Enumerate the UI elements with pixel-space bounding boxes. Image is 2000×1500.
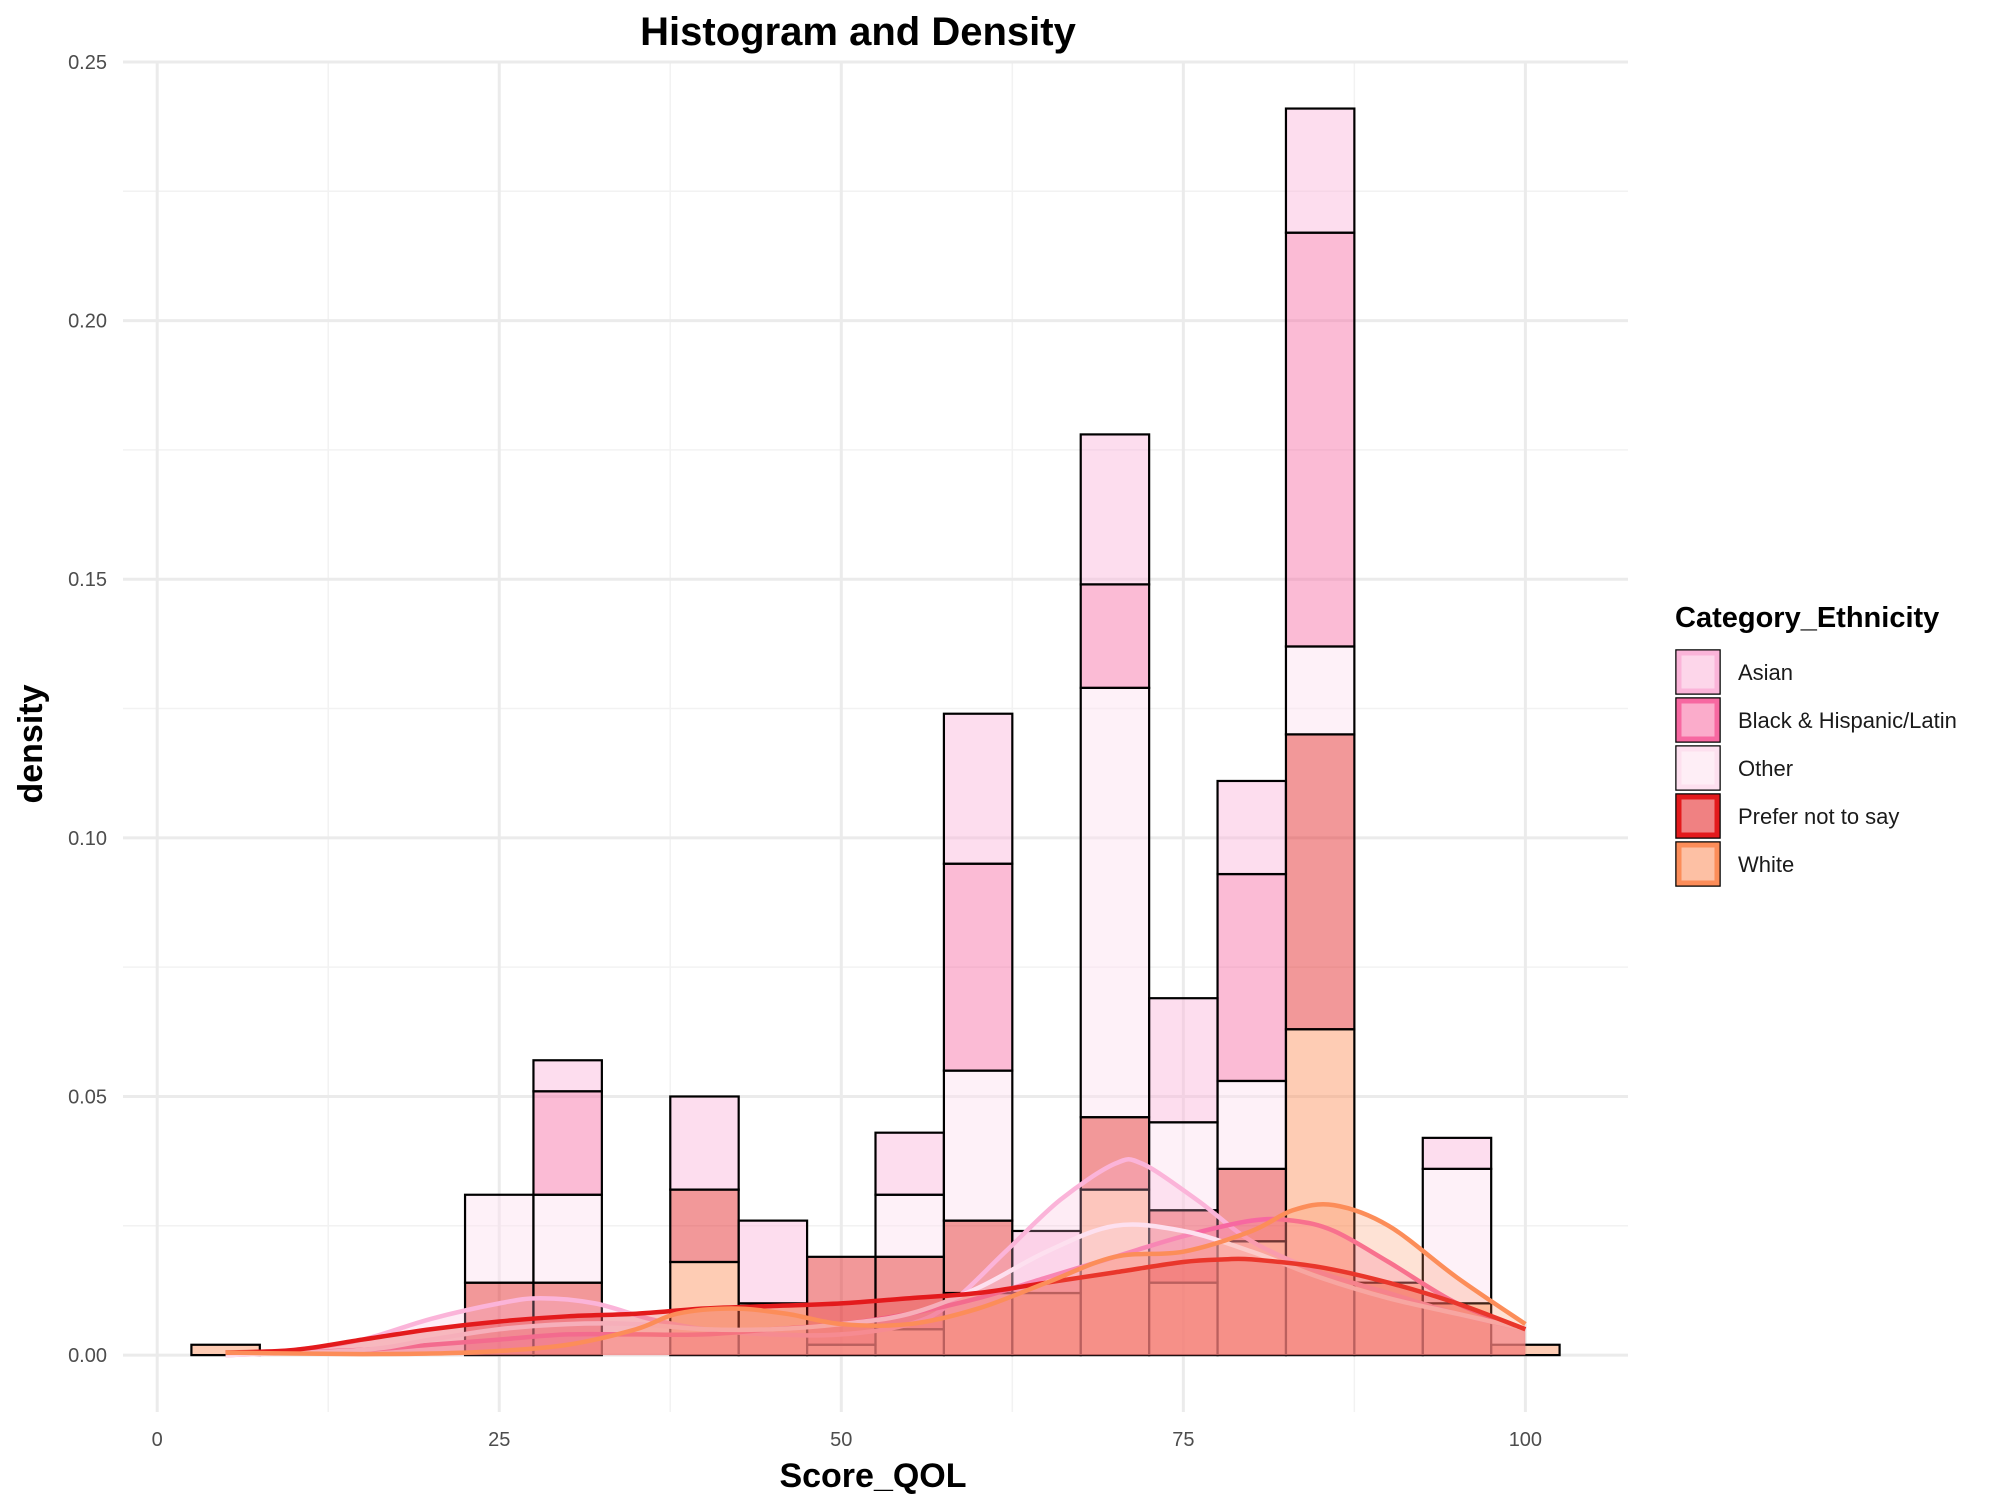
density-area-other <box>225 1224 1526 1356</box>
bar-asian <box>1148 997 1219 1124</box>
histogram-bars <box>190 107 1561 1357</box>
bar-other <box>532 1193 603 1284</box>
bar-white <box>874 1328 946 1357</box>
legend-item-black-hispanic-latin: Black & Hispanic/Latin <box>1675 697 1957 743</box>
x-tick-label: 25 <box>488 1429 510 1451</box>
x-tick-label: 50 <box>830 1429 852 1451</box>
legend-label: Prefer not to say <box>1738 804 1899 829</box>
chart-title: Histogram and Density <box>640 10 1076 54</box>
legend-label: Other <box>1738 756 1793 781</box>
density-line-white <box>225 1201 1527 1357</box>
bar-other <box>1284 645 1356 736</box>
legend-item-prefer-not-to-say: Prefer not to say <box>1675 793 1899 839</box>
bar-black-hispanic-latin <box>1216 872 1288 1083</box>
y-tick-label: 0.10 <box>68 828 107 850</box>
bar-white <box>1011 1291 1082 1357</box>
legend-title: Category_Ethnicity <box>1675 602 1939 634</box>
bar-asian <box>1079 433 1151 586</box>
x-axis-title: Score_QOL <box>779 1457 966 1495</box>
bar-asian <box>737 1219 809 1305</box>
y-tick-label: 0.15 <box>68 569 107 591</box>
x-tick-label: 100 <box>1509 1429 1542 1451</box>
legend-swatch <box>1676 650 1720 694</box>
bar-other <box>463 1193 535 1284</box>
bar-white <box>1490 1343 1561 1357</box>
legend-swatch <box>1676 842 1720 886</box>
bar-asian <box>669 1095 740 1191</box>
legend-label: White <box>1738 852 1794 877</box>
density-area-prefer-not-to-say <box>225 1258 1526 1356</box>
y-axis-ticks: 0.00 0.05 0.10 0.15 0.20 0.25 <box>68 52 107 1367</box>
bar-asian <box>1421 1136 1493 1170</box>
legend: Category_Ethnicity Asian Black & Hispanic… <box>1675 602 1957 887</box>
bar-black-hispanic-latin <box>1284 231 1356 648</box>
legend-label: Black & Hispanic/Latin <box>1738 708 1957 733</box>
density-line-prefer-not-to-say <box>225 1256 1527 1355</box>
bar-asian <box>532 1059 603 1093</box>
bar-other <box>1079 686 1151 1119</box>
bar-prefer-not-to-say <box>1284 733 1356 1031</box>
x-tick-label: 0 <box>152 1429 163 1451</box>
legend-item-asian: Asian <box>1675 649 1793 695</box>
y-tick-label: 0.05 <box>68 1086 107 1108</box>
bar-asian <box>1216 779 1288 876</box>
x-axis-ticks: 0 25 50 75 100 <box>152 1429 1542 1451</box>
density-area-black-hispanic-latin <box>225 1218 1526 1356</box>
bar-other <box>874 1193 946 1258</box>
legend-swatch <box>1676 746 1720 790</box>
legend-item-other: Other <box>1675 745 1793 791</box>
bar-asian <box>942 712 1014 865</box>
bar-black-hispanic-latin <box>942 862 1014 1072</box>
y-tick-label: 0.00 <box>68 1345 107 1367</box>
legend-item-white: White <box>1675 841 1794 887</box>
legend-label: Asian <box>1738 660 1793 685</box>
density-curves <box>225 1156 1527 1358</box>
x-tick-label: 75 <box>1172 1429 1194 1451</box>
density-line-other <box>225 1222 1526 1358</box>
y-tick-label: 0.20 <box>68 311 107 333</box>
density-area-asian <box>225 1159 1526 1356</box>
grid <box>123 60 1628 1412</box>
bar-other <box>942 1069 1014 1222</box>
bar-other <box>1216 1079 1288 1170</box>
bar-prefer-not-to-say <box>669 1188 740 1264</box>
density-area-white <box>225 1204 1526 1356</box>
y-tick-label: 0.25 <box>68 52 107 74</box>
bar-black-hispanic-latin <box>532 1090 603 1196</box>
legend-swatch <box>1676 698 1720 742</box>
bar-asian <box>874 1131 946 1196</box>
bar-black-hispanic-latin <box>1079 583 1151 689</box>
bar-asian <box>1284 107 1356 234</box>
bar-other <box>1421 1167 1493 1305</box>
bar-white <box>1284 1028 1356 1357</box>
legend-swatch <box>1676 794 1720 838</box>
y-axis-title: density <box>12 684 50 803</box>
